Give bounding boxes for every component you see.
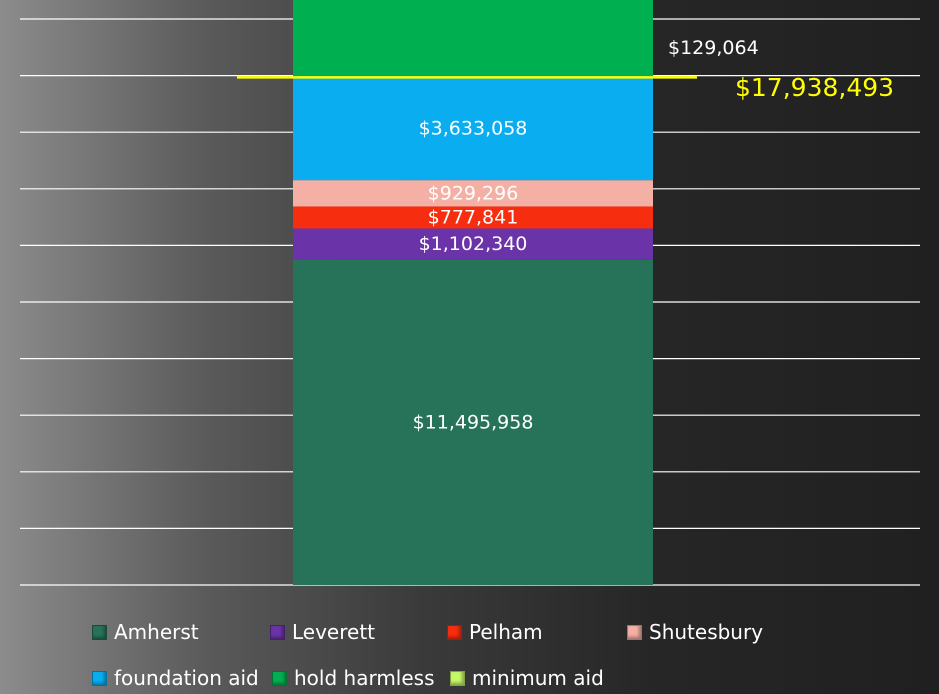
legend-swatch-amherst	[92, 624, 107, 640]
legend-label-amherst: Amherst	[114, 620, 199, 644]
bar-segment-hold-harmless	[293, 0, 653, 78]
data-label-leverett: $1,102,340	[419, 233, 528, 255]
legend-item-hold-harmless: hold harmless	[272, 666, 435, 690]
data-label-hold-harmless: $6,123,339	[419, 0, 528, 2]
legend-label-leverett: Leverett	[292, 620, 376, 644]
legend-label-shutesbury: Shutesbury	[649, 620, 764, 644]
data-label-shutesbury: $929,296	[428, 182, 519, 204]
reference-line-label: $17,938,493	[735, 73, 894, 102]
bar-segment-amherst	[293, 259, 653, 585]
legend-item-pelham: Pelham	[447, 620, 543, 644]
bar-segment-foundation-aid	[293, 77, 653, 181]
legend-label-minimum-aid: minimum aid	[472, 666, 604, 690]
bar-segment-pelham	[293, 206, 653, 229]
legend-label-foundation-aid: foundation aid	[114, 666, 259, 690]
data-label-foundation-aid: $3,633,058	[419, 118, 528, 140]
data-label-amherst: $11,495,958	[413, 411, 534, 433]
legend-item-foundation-aid: foundation aid	[92, 666, 259, 690]
bar-segment-shutesbury	[293, 180, 653, 207]
data-label-pelham: $777,841	[428, 206, 519, 228]
legend-swatch-minimum-aid	[450, 670, 465, 686]
legend-swatch-leverett	[270, 624, 285, 640]
chart-plot: $11,495,958 $1,102,340 $777,841$929,296 $3,…	[237, 0, 895, 585]
legend-label-hold-harmless: hold harmless	[294, 666, 435, 690]
legend-swatch-shutesbury	[627, 624, 642, 640]
bar-segment-leverett	[293, 228, 653, 260]
legend-label-pelham: Pelham	[469, 620, 543, 644]
legend: Amherst Leverett Pelham Shutesbury found…	[0, 618, 939, 694]
legend-item-amherst: Amherst	[92, 620, 199, 644]
legend-item-leverett: Leverett	[270, 620, 375, 644]
legend-item-minimum-aid: minimum aid	[450, 666, 604, 690]
data-label-minimum-aid: $129,064	[668, 37, 759, 59]
legend-swatch-foundation-aid	[92, 670, 107, 686]
legend-swatch-pelham	[447, 624, 462, 640]
legend-swatch-hold-harmless	[272, 670, 287, 686]
legend-item-shutesbury: Shutesbury	[627, 620, 763, 644]
